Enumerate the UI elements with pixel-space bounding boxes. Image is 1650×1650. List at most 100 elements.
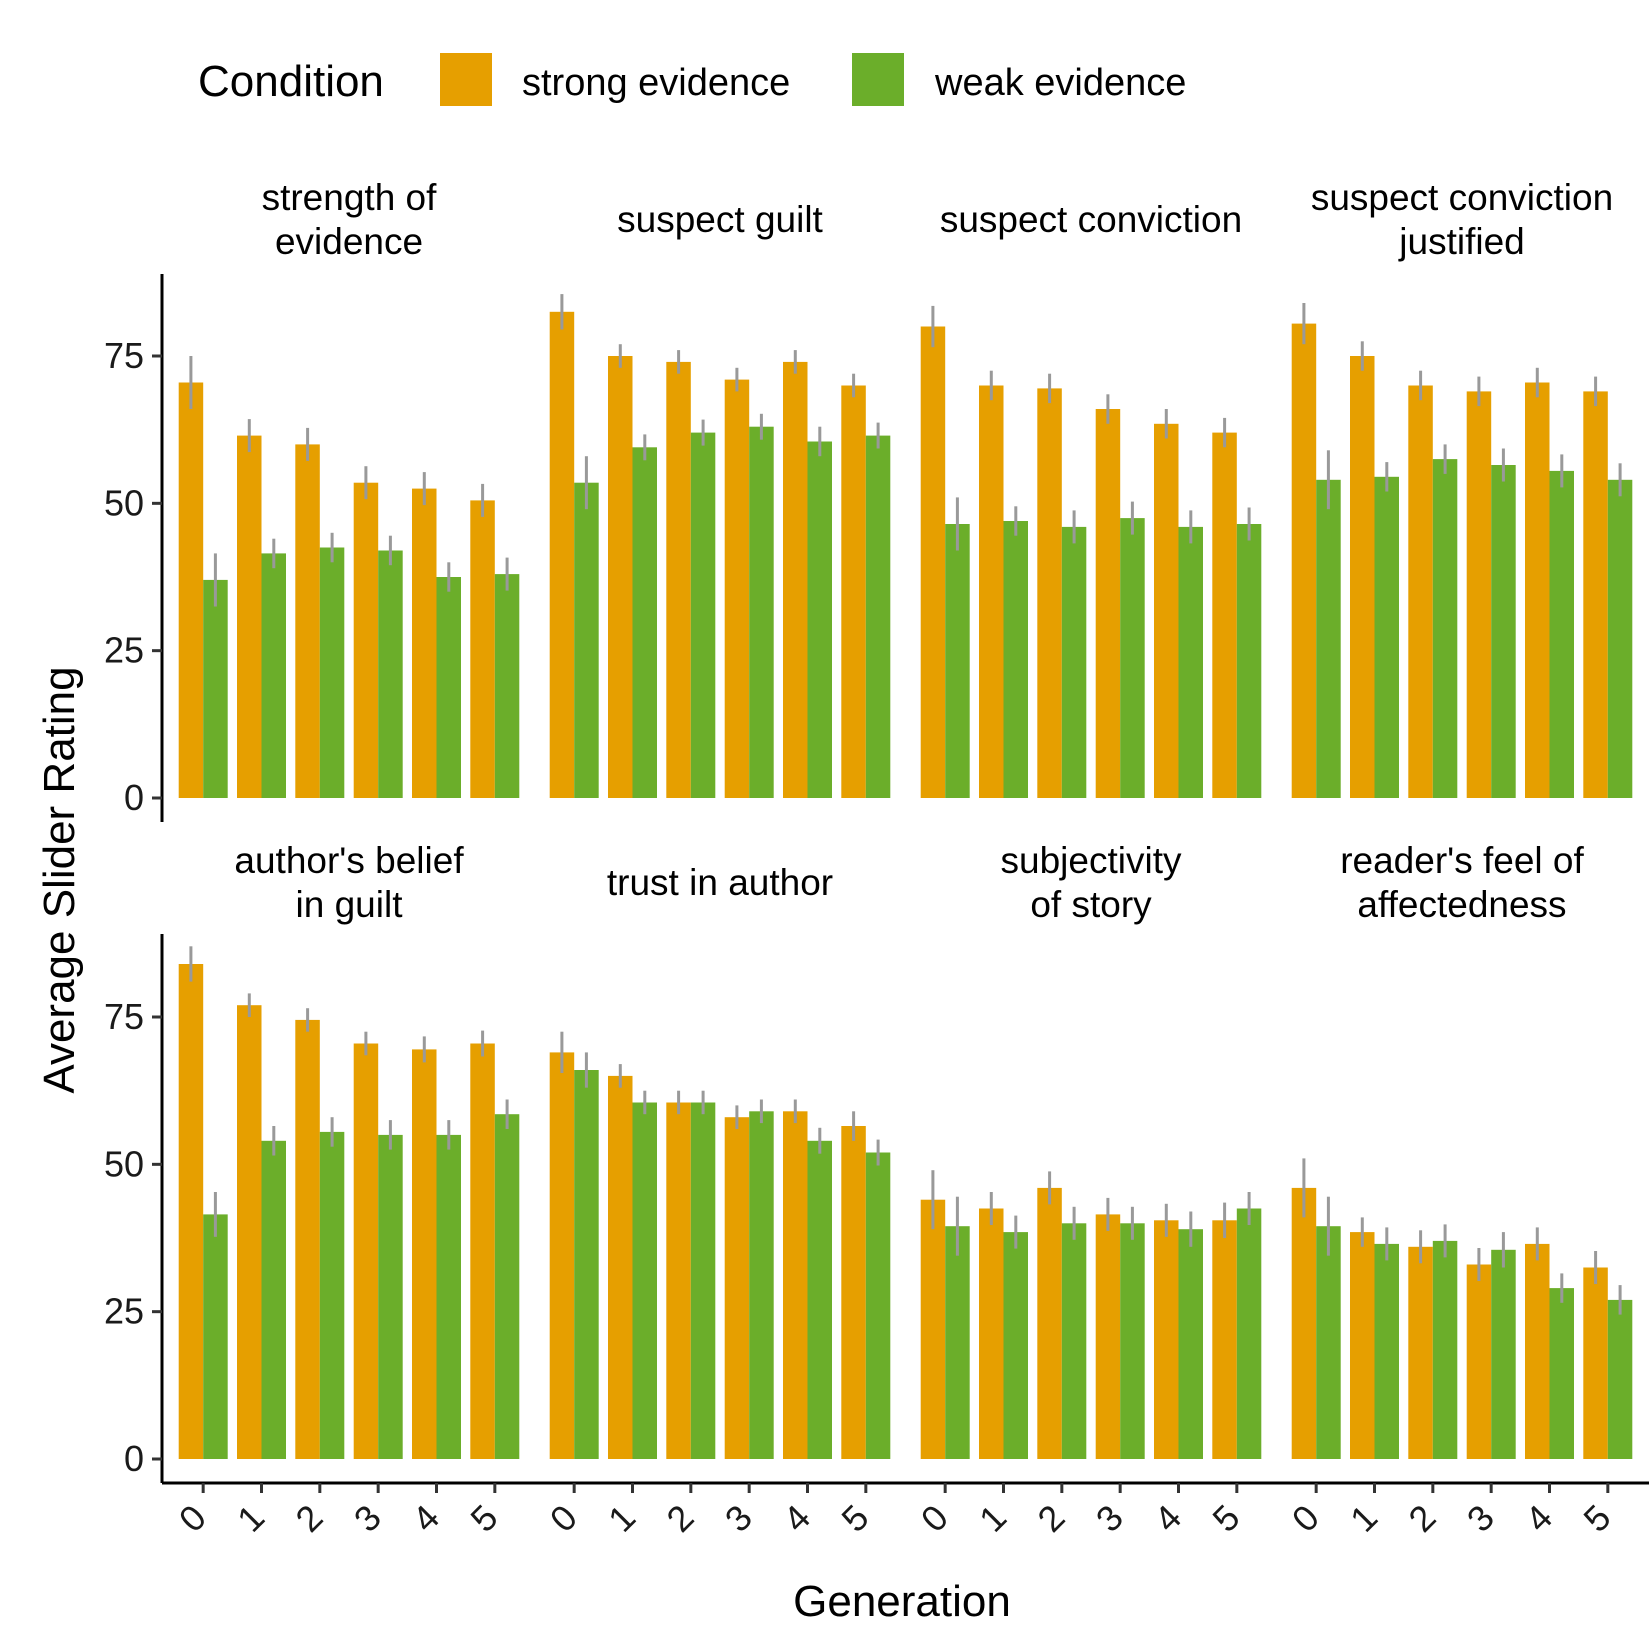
bar bbox=[1316, 479, 1341, 798]
bar bbox=[807, 441, 832, 798]
x-tick-label: 0 bbox=[913, 1497, 956, 1540]
panel-title: in guilt bbox=[296, 884, 404, 925]
bar bbox=[412, 488, 437, 798]
legend-swatch-strong-evidence bbox=[440, 53, 492, 106]
bar bbox=[319, 547, 345, 798]
bar bbox=[378, 550, 403, 798]
legend: Condition strong evidence weak evidence bbox=[198, 53, 1186, 106]
panel-trust-in-author: trust in author 0 1 2 3 4 5 bbox=[533, 862, 907, 1540]
bar bbox=[724, 379, 750, 798]
bar bbox=[920, 1199, 946, 1459]
bar bbox=[1607, 1299, 1633, 1459]
x-tick-label: 1 bbox=[1342, 1497, 1385, 1540]
bar bbox=[865, 435, 891, 798]
bar bbox=[783, 361, 808, 798]
bar bbox=[436, 1134, 461, 1459]
x-tick-label: 1 bbox=[600, 1497, 643, 1540]
bar bbox=[494, 1114, 520, 1459]
bar bbox=[1525, 382, 1550, 798]
bar bbox=[237, 1005, 262, 1459]
y-tick-label: 50 bbox=[104, 1143, 144, 1184]
bar bbox=[979, 1208, 1004, 1459]
panel-suspect-conviction: suspect conviction bbox=[920, 199, 1262, 798]
y-tick-label: 25 bbox=[104, 630, 144, 671]
panel-title: suspect conviction bbox=[1311, 177, 1613, 218]
bar bbox=[319, 1131, 345, 1459]
bar bbox=[1525, 1243, 1550, 1459]
bar bbox=[203, 1214, 228, 1459]
bar bbox=[632, 447, 657, 798]
x-tick-label: 4 bbox=[1146, 1497, 1189, 1540]
x-tick-label: 0 bbox=[1284, 1497, 1327, 1540]
panel-title: reader's feel of bbox=[1340, 840, 1584, 881]
bar bbox=[1178, 526, 1203, 798]
x-tick-label: 1 bbox=[971, 1497, 1014, 1540]
bar bbox=[574, 1070, 599, 1459]
bar bbox=[1291, 323, 1317, 798]
bar bbox=[1212, 1220, 1237, 1459]
x-tick-label: 5 bbox=[833, 1497, 876, 1540]
bar bbox=[1037, 388, 1062, 798]
legend-label-strong-evidence: strong evidence bbox=[522, 62, 790, 104]
bar bbox=[1061, 1223, 1087, 1459]
bar bbox=[1095, 409, 1121, 798]
x-tick-label: 2 bbox=[287, 1497, 330, 1540]
y-tick-label: 0 bbox=[124, 777, 144, 818]
bar bbox=[1432, 1240, 1458, 1459]
bar bbox=[920, 326, 946, 798]
bar bbox=[1095, 1214, 1121, 1459]
panel-title: subjectivity bbox=[1001, 840, 1182, 881]
bar bbox=[237, 435, 262, 798]
bar bbox=[749, 426, 774, 798]
bar bbox=[807, 1140, 832, 1459]
bar bbox=[470, 500, 495, 798]
x-tick-label: 5 bbox=[1575, 1497, 1618, 1540]
x-tick-label: 4 bbox=[404, 1497, 447, 1540]
panel-title: suspect guilt bbox=[617, 199, 823, 240]
legend-label-weak-evidence: weak evidence bbox=[934, 62, 1186, 104]
bar bbox=[632, 1102, 657, 1459]
bar bbox=[1466, 1264, 1492, 1459]
bar bbox=[1374, 476, 1399, 798]
bar bbox=[178, 382, 204, 798]
x-tick-label: 3 bbox=[1459, 1497, 1502, 1540]
bar bbox=[1583, 391, 1608, 798]
bar bbox=[1154, 1220, 1179, 1459]
panel-title: evidence bbox=[275, 221, 423, 262]
bar bbox=[261, 553, 286, 798]
y-tick-label: 75 bbox=[104, 996, 144, 1037]
x-tick-label: 3 bbox=[1088, 1497, 1131, 1540]
panel-title: affectedness bbox=[1357, 884, 1566, 925]
bar bbox=[1374, 1243, 1399, 1459]
bar bbox=[436, 577, 461, 798]
x-tick-label: 4 bbox=[775, 1497, 818, 1540]
bar bbox=[1491, 1249, 1516, 1459]
bar bbox=[549, 311, 575, 798]
bar bbox=[1236, 524, 1262, 798]
x-tick-label: 3 bbox=[346, 1497, 389, 1540]
bar bbox=[470, 1043, 495, 1459]
x-tick-label: 0 bbox=[542, 1497, 585, 1540]
bar bbox=[749, 1111, 774, 1459]
bar bbox=[295, 444, 320, 798]
x-tick-label: 4 bbox=[1517, 1497, 1560, 1540]
x-tick-label: 2 bbox=[1029, 1497, 1072, 1540]
bar bbox=[945, 1226, 970, 1459]
y-tick-label: 50 bbox=[104, 482, 144, 523]
bar bbox=[378, 1134, 403, 1459]
bar bbox=[549, 1052, 575, 1459]
bar bbox=[1212, 432, 1237, 798]
bar bbox=[203, 579, 228, 798]
bar bbox=[724, 1117, 750, 1459]
legend-swatch-weak-evidence bbox=[852, 53, 904, 106]
bar bbox=[1549, 1288, 1574, 1459]
x-tick-label: 5 bbox=[1204, 1497, 1247, 1540]
bar bbox=[666, 1102, 691, 1459]
bar bbox=[574, 482, 599, 798]
bar bbox=[608, 356, 633, 798]
bar bbox=[1549, 470, 1574, 798]
